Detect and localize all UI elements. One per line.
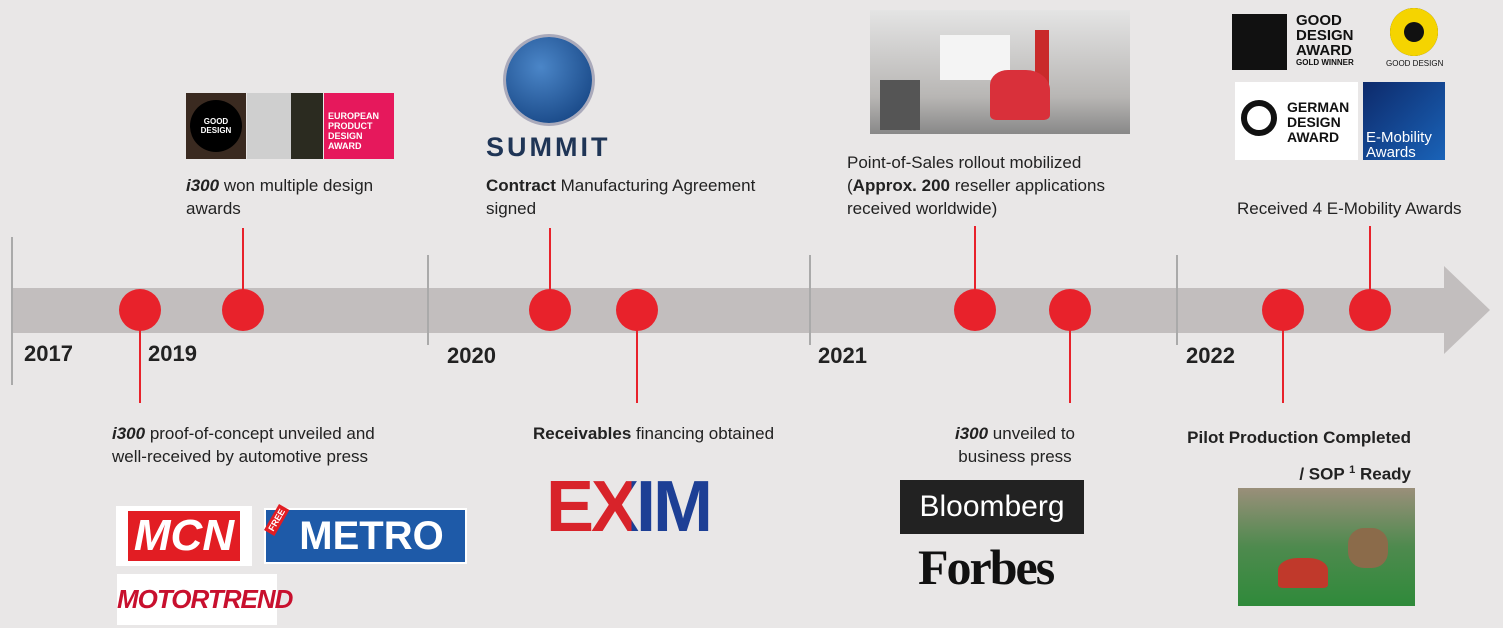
award-logo <box>247 93 293 159</box>
text: financing obtained <box>631 424 774 443</box>
bold-text: Approx. 200 <box>853 176 950 195</box>
bold-text: Contract <box>486 176 556 195</box>
award-logo <box>291 93 323 159</box>
mcn-text: MCN <box>128 511 240 561</box>
mcn-logo: MCN <box>116 506 252 566</box>
factory-photo <box>1238 488 1415 606</box>
metro-text: METRO <box>299 514 443 558</box>
model-name: i300 <box>186 176 219 195</box>
showroom-photo <box>870 10 1130 134</box>
good-design-award-icon <box>1232 14 1287 70</box>
event-text: Pilot Production Completed/ SOP 1 Ready <box>1140 422 1411 491</box>
motortrend-logo: MOTORTREND <box>117 574 277 625</box>
award-level: GOLD WINNER <box>1296 58 1384 68</box>
timeline-arrowhead <box>1444 266 1490 354</box>
year-label: 2019 <box>148 341 197 367</box>
year-label: 2022 <box>1186 343 1235 369</box>
timeline-slide: 2017 2019 2020 2021 2022 i300 won multip… <box>0 0 1503 628</box>
event-text: Receivables financing obtained <box>533 422 823 445</box>
award-logo: GOOD DESIGN <box>186 93 246 159</box>
bold-text: Pilot Production Completed <box>1187 428 1411 447</box>
european-award-logo: EUROPEAN PRODUCT DESIGN AWARD <box>324 93 394 159</box>
forbes-logo: Forbes <box>918 538 1053 596</box>
event-text: i300 proof-of-concept unveiled and well-… <box>112 422 402 468</box>
bold-text: / SOP <box>1299 465 1349 484</box>
bold-text: Receivables <box>533 424 631 443</box>
award-name: GOOD DESIGN AWARD <box>1296 13 1384 58</box>
bold-text: Ready <box>1355 465 1411 484</box>
year-label: 2021 <box>818 343 867 369</box>
model-name: i300 <box>112 424 145 443</box>
emobility-award-logo: E-Mobility Awards <box>1363 82 1445 160</box>
text: proof-of-concept unveiled and well-recei… <box>112 424 375 466</box>
good-design-small: GOOD DESIGN <box>1386 59 1443 68</box>
exim-logo: EXIM <box>546 466 710 548</box>
text: Received 4 E-Mobility Awards <box>1237 199 1462 218</box>
german-award-logo: GERMAN DESIGN AWARD <box>1235 82 1358 160</box>
metro-logo: METRO <box>264 508 467 564</box>
event-text: Received 4 E-Mobility Awards <box>1237 197 1497 220</box>
good-design-logo: GOOD DESIGN <box>190 100 242 152</box>
award-name: GERMAN DESIGN AWARD <box>1287 100 1357 145</box>
event-text: Point-of-Sales rollout mobilized (Approx… <box>847 151 1147 220</box>
year-label: 2017 <box>24 341 73 367</box>
event-text: i300 won multiple design awards <box>186 174 426 220</box>
summit-emblem <box>506 37 592 123</box>
event-text: i300 unveiled to business press <box>935 422 1095 468</box>
bloomberg-logo: Bloomberg <box>900 480 1084 534</box>
event-text: Contract Manufacturing Agreement signed <box>486 174 806 220</box>
good-design-g-logo <box>1390 8 1438 56</box>
year-label: 2020 <box>447 343 496 369</box>
model-name: i300 <box>955 424 988 443</box>
summit-logo: SUMMIT <box>486 132 610 163</box>
